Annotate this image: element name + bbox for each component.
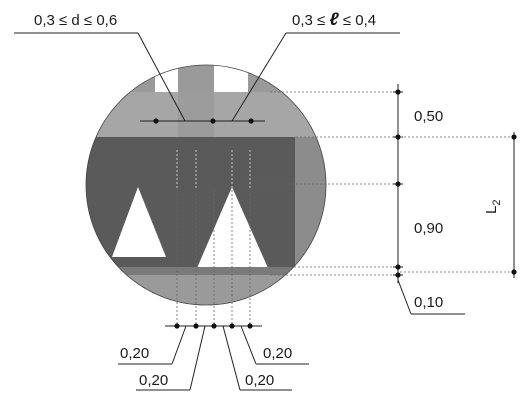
bottom-dot-2 <box>193 323 199 329</box>
b-left-2-diagonal <box>189 325 206 391</box>
right-dot-2 <box>395 134 401 140</box>
right-dot-1 <box>395 89 401 95</box>
dim-bottom-leader-diagonal <box>397 279 412 315</box>
l-leader-diagonal <box>231 32 287 122</box>
L2-dot-bottom <box>511 269 517 275</box>
right-dot-4 <box>395 264 401 270</box>
d-leader-diagonal <box>137 32 186 122</box>
bottom-dot-3 <box>211 323 217 329</box>
b-right-1-diagonal <box>240 325 257 365</box>
dim-top-label: 0,50 <box>414 108 443 125</box>
d-range-label: 0,3 ≤ d ≤ 0,6 <box>34 12 117 29</box>
right-dot-3 <box>395 181 401 187</box>
b-right-2-label: 0,20 <box>245 372 274 389</box>
bottom-dot-1 <box>174 323 180 329</box>
L2-dot-top <box>511 134 517 140</box>
right-edge-strip <box>295 137 326 267</box>
bottom-thin-strip <box>86 267 326 275</box>
top-notch-right <box>214 65 248 92</box>
magnified-circle <box>86 65 326 305</box>
triangle-left <box>112 187 166 257</box>
dim-mid-label: 0,90 <box>414 220 443 237</box>
bottom-area <box>86 275 326 305</box>
L2-subscript: 2 <box>491 200 503 206</box>
L2-label: L2 <box>483 200 503 214</box>
bottom-dot-4 <box>229 323 235 329</box>
right-dot-5 <box>395 272 401 278</box>
b-left-1-diagonal <box>171 325 187 365</box>
dark-band <box>86 137 295 267</box>
dim-bottom-label: 0,10 <box>414 294 443 311</box>
b-left-2-label: 0,20 <box>139 372 168 389</box>
l-symbol: ℓ <box>329 9 339 29</box>
circle-outline <box>85 64 327 306</box>
inner-dot-1 <box>153 118 159 124</box>
b-right-2-diagonal <box>222 325 241 391</box>
inner-dot-2 <box>210 118 216 124</box>
bottom-dot-5 <box>247 323 253 329</box>
b-left-1-label: 0,20 <box>120 345 149 362</box>
l-range-label: 0,3 ≤ ℓ ≤ 0,4 <box>292 9 376 29</box>
upper-band-center <box>178 92 214 137</box>
inner-dot-3 <box>248 118 254 124</box>
b-right-1-label: 0,20 <box>263 345 292 362</box>
